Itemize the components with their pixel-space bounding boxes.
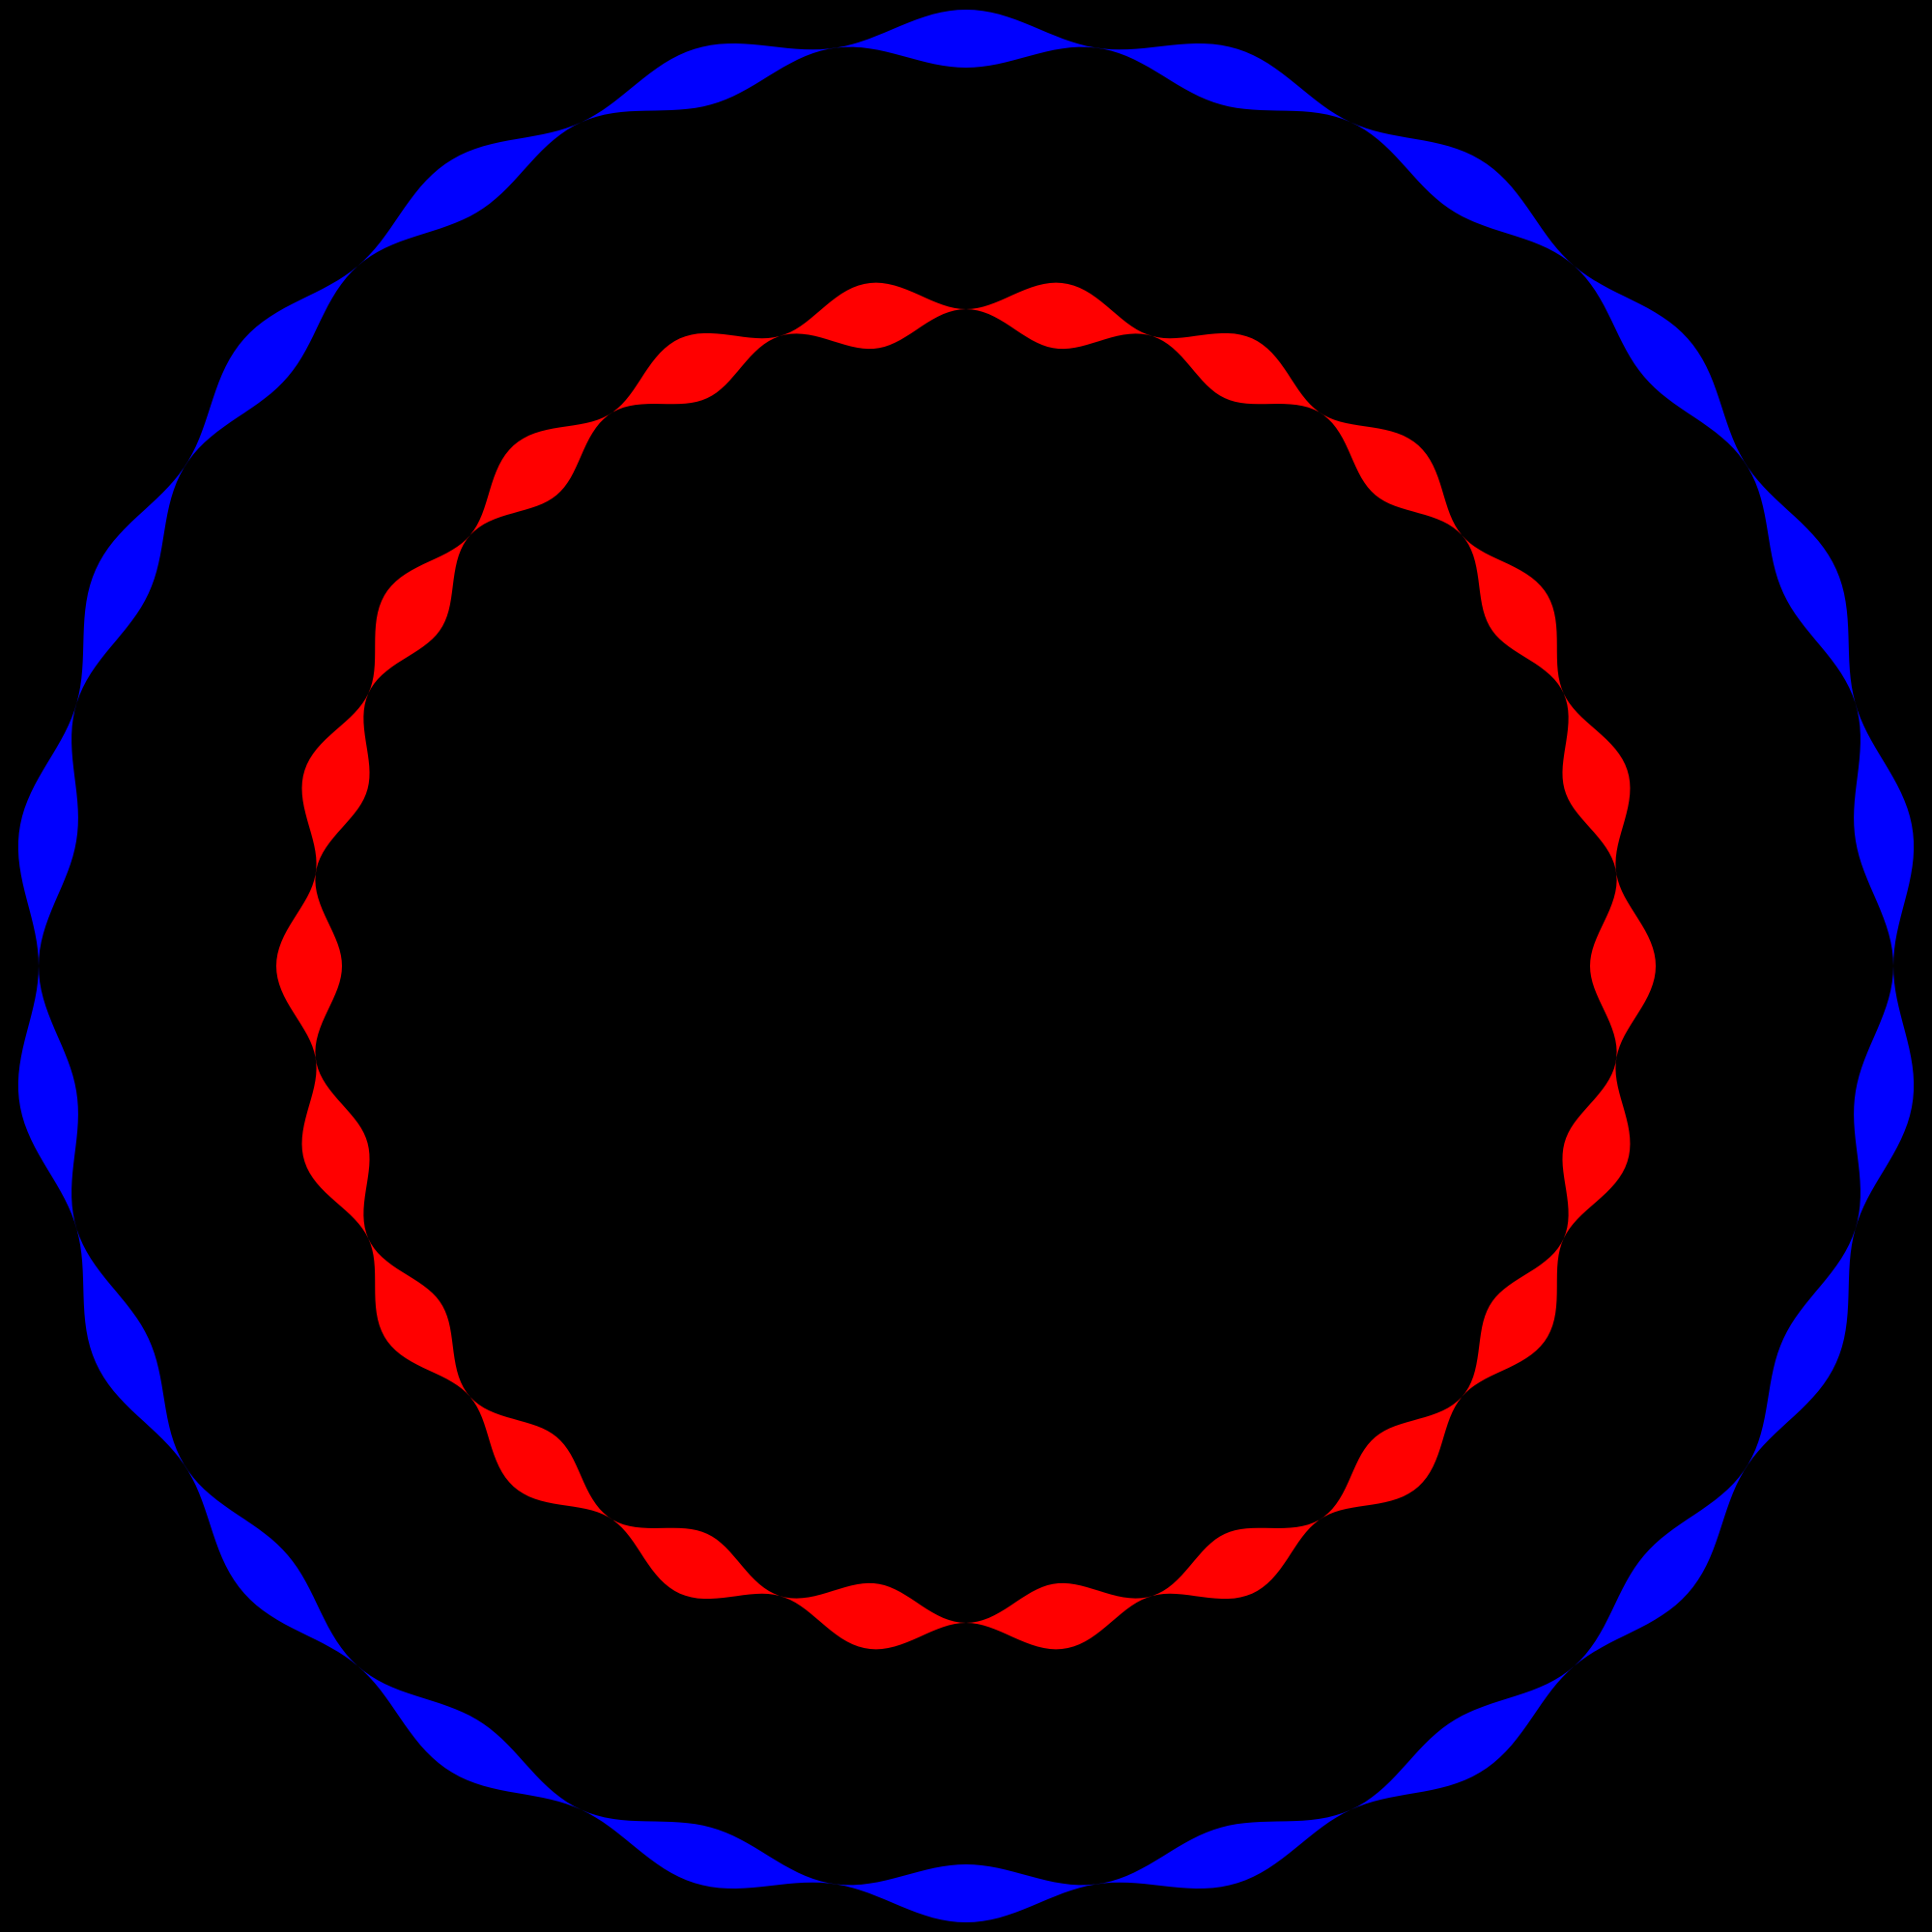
inner-ring bbox=[276, 283, 1656, 1650]
ring-diagram bbox=[0, 0, 1932, 1932]
